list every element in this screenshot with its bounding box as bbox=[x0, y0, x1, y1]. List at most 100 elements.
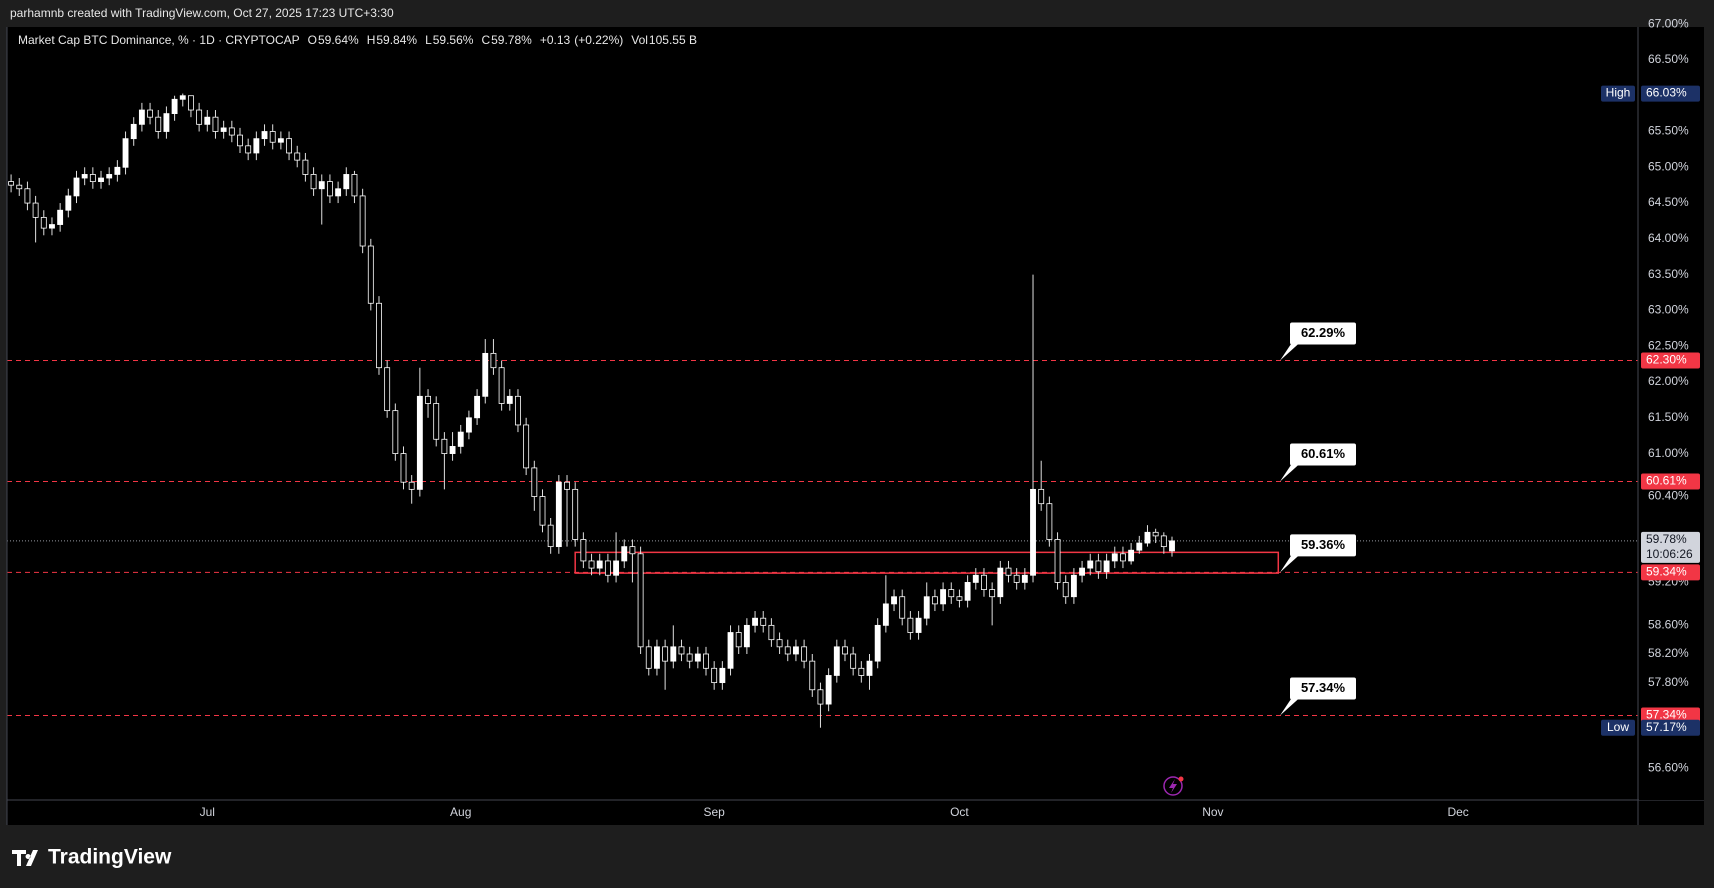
x-tick-label: Dec bbox=[1447, 805, 1468, 819]
legend-key: H bbox=[367, 33, 376, 47]
candle-body bbox=[743, 624, 750, 648]
candle-body bbox=[866, 660, 873, 676]
candle-body bbox=[196, 109, 203, 125]
callout-text: 57.34% bbox=[1301, 680, 1346, 695]
candle-body bbox=[228, 127, 235, 136]
candle-body bbox=[40, 216, 47, 229]
callout-box bbox=[1290, 443, 1356, 466]
candle-body bbox=[122, 138, 129, 168]
level-tag-box bbox=[1641, 473, 1700, 490]
candle-body bbox=[792, 646, 799, 655]
candle-body bbox=[809, 660, 816, 691]
candle-body bbox=[662, 646, 669, 662]
callout-box bbox=[1290, 534, 1356, 557]
candle-body bbox=[416, 395, 423, 490]
candle-body bbox=[81, 174, 88, 179]
candle-body bbox=[89, 174, 96, 183]
y-tick-label: 65.50% bbox=[1648, 124, 1689, 138]
y-tick-label: 64.00% bbox=[1648, 231, 1689, 245]
candle-body bbox=[474, 395, 481, 419]
candle-body bbox=[482, 352, 489, 397]
candle-body bbox=[98, 177, 104, 183]
candle-body bbox=[817, 689, 824, 705]
high-tag-text: 66.03% bbox=[1646, 86, 1687, 100]
callout-tail bbox=[1280, 342, 1300, 361]
candle-body bbox=[1160, 535, 1167, 548]
y-tick-label: 62.00% bbox=[1648, 374, 1689, 388]
candle-body bbox=[106, 174, 113, 179]
candle-body bbox=[768, 624, 775, 641]
candle-body bbox=[49, 224, 55, 229]
candle-body bbox=[588, 560, 595, 569]
candle-body bbox=[776, 639, 783, 648]
candle-body bbox=[400, 453, 407, 483]
y-tick-label: 66.50% bbox=[1648, 52, 1689, 66]
level-tag-box bbox=[1641, 564, 1700, 581]
level-tag-text: 60.61% bbox=[1646, 474, 1687, 488]
candle-body bbox=[24, 188, 31, 204]
candle-body bbox=[645, 646, 652, 669]
level-tag-text: 57.34% bbox=[1646, 708, 1687, 722]
candle-body bbox=[351, 174, 358, 197]
x-tick-label: Jul bbox=[200, 805, 215, 819]
candle-body bbox=[637, 553, 644, 648]
candle-body bbox=[408, 481, 415, 490]
candle-body bbox=[302, 159, 309, 175]
x-tick-label: Aug bbox=[450, 805, 471, 819]
candle-body bbox=[335, 188, 342, 197]
legend-key: O bbox=[308, 33, 317, 47]
candle-body bbox=[73, 177, 80, 197]
candle-body bbox=[1079, 567, 1086, 576]
candle-body bbox=[596, 560, 603, 569]
candle-body bbox=[801, 646, 808, 662]
candle-body bbox=[1054, 539, 1061, 583]
candle-body bbox=[1144, 531, 1151, 544]
candle-body bbox=[57, 209, 64, 225]
candle-body bbox=[1087, 560, 1094, 569]
candle-body bbox=[498, 367, 505, 404]
legend-value: 59.84% bbox=[376, 33, 417, 47]
alert-circle bbox=[1163, 776, 1183, 796]
legend-value: (+0.22%) bbox=[574, 33, 623, 47]
candle-body bbox=[261, 131, 268, 140]
legend-key: C bbox=[481, 33, 490, 47]
brand-logo[interactable]: TradingView bbox=[12, 846, 172, 869]
candle-body bbox=[1169, 540, 1175, 552]
low-key-text: Low bbox=[1607, 720, 1629, 734]
candle-body bbox=[433, 403, 440, 440]
candle-body bbox=[523, 424, 530, 469]
candle-body bbox=[678, 646, 685, 655]
candle-body bbox=[163, 113, 170, 132]
candle-body bbox=[915, 617, 922, 633]
candle-body bbox=[515, 395, 521, 426]
candle-body bbox=[711, 667, 718, 684]
candle-body bbox=[32, 202, 39, 218]
top-bar bbox=[0, 0, 1714, 27]
callout-text: 60.61% bbox=[1301, 446, 1346, 461]
candle-body bbox=[694, 653, 701, 662]
callout-box bbox=[1290, 677, 1356, 700]
y-tick-label: 60.40% bbox=[1648, 489, 1689, 503]
candle-body bbox=[1005, 567, 1012, 576]
alert-icon[interactable] bbox=[1163, 776, 1184, 796]
candle-body bbox=[735, 632, 742, 648]
high-key-box bbox=[1601, 85, 1635, 102]
candle-body bbox=[882, 603, 889, 626]
candle-body bbox=[760, 617, 767, 626]
candle-body bbox=[613, 560, 620, 576]
candle-body bbox=[1095, 560, 1102, 573]
candle-body bbox=[8, 181, 15, 186]
callout-tail bbox=[1280, 463, 1300, 482]
candle-body bbox=[727, 632, 734, 669]
level-tag-text: 59.34% bbox=[1646, 565, 1687, 579]
low-tag-text: 57.17% bbox=[1646, 720, 1687, 734]
y-tick-label: 67.00% bbox=[1648, 16, 1689, 30]
candle-body bbox=[147, 109, 154, 118]
candle-body bbox=[1030, 488, 1036, 576]
candle-body bbox=[359, 195, 366, 247]
candle-body bbox=[441, 438, 448, 454]
candle-body bbox=[1128, 549, 1135, 562]
candle-body bbox=[326, 181, 333, 197]
